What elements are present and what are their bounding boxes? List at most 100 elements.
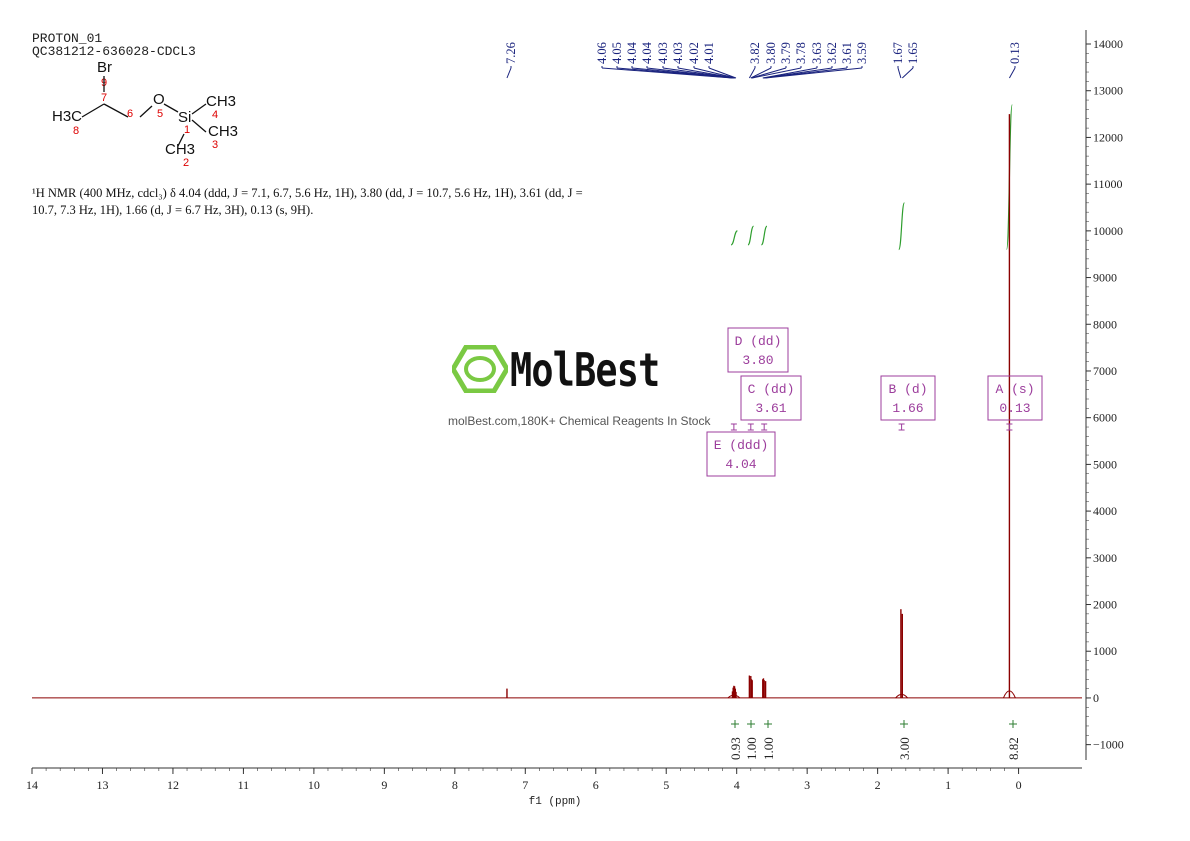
y-tick-label: 12000 <box>1093 130 1123 144</box>
atom-label: 6 <box>127 108 133 120</box>
integral-value: 3.00 <box>897 737 912 760</box>
integral-value: 8.82 <box>1006 737 1021 760</box>
y-tick-label: 7000 <box>1093 364 1117 378</box>
x-tick-label: 6 <box>593 778 599 792</box>
bond <box>163 103 179 113</box>
multiplet-boxes: D (dd) 3.80 C (dd) 3.61 E (ddd) 4.04 B (d) 1.66… <box>706 327 1043 477</box>
x-axis-label: f1 (ppm) <box>529 796 582 808</box>
multiplet-type: C (dd) <box>748 382 795 397</box>
y-tick-label: 4000 <box>1093 504 1117 518</box>
y-tick-label: 2000 <box>1093 598 1117 612</box>
peak-leader <box>752 67 802 79</box>
peak-labels: 7.26 4.06 4.05 4.04 4.04 4.03 4.03 4.02 4.01 3.82… <box>504 41 1022 79</box>
peak-leader <box>677 67 735 79</box>
peak-label: 4.04 <box>640 41 654 64</box>
axes: 14 13 12 11 10 9 8 7 6 5 4 3 2 1 0f1 (ppm)140001300012… <box>26 30 1124 808</box>
multiplet-box <box>740 375 802 421</box>
hexagon-logo-icon <box>452 345 508 393</box>
y-tick-label: 13000 <box>1093 84 1123 98</box>
atom-label: CH3 <box>208 123 238 140</box>
x-tick-label: 2 <box>875 778 881 792</box>
molecule-structure: Br97H3C86O5Si1CH34CH33CH32 <box>52 59 238 169</box>
peak-leader <box>506 67 512 79</box>
x-tick-label: 8 <box>452 778 458 792</box>
integral-value: 1.00 <box>744 737 759 760</box>
x-tick-label: 11 <box>238 778 250 792</box>
bond <box>191 103 207 115</box>
multiplet-shift: 3.61 <box>755 401 786 416</box>
peak-leader <box>1008 67 1016 79</box>
y-tick-label: −1000 <box>1093 738 1124 752</box>
multiplet-box <box>727 327 789 373</box>
atom-label: 1 <box>184 124 190 136</box>
peak-label: 3.59 <box>855 42 869 64</box>
peak-label: 4.01 <box>702 42 716 64</box>
x-tick-label: 7 <box>522 778 528 792</box>
peak-label: 3.78 <box>794 42 808 64</box>
multiplet-type: A (s) <box>995 382 1034 397</box>
multiplet-shift: 3.80 <box>742 353 773 368</box>
bond <box>139 105 153 118</box>
y-tick-label: 1000 <box>1093 644 1117 658</box>
peak-leader <box>765 67 863 79</box>
peak-leader <box>897 67 902 79</box>
peak-label: 3.63 <box>810 42 824 64</box>
y-tick-label: 10000 <box>1093 224 1123 238</box>
atom-label: 5 <box>157 108 163 120</box>
integral-curve <box>747 225 755 246</box>
multiplet-box <box>987 375 1043 421</box>
x-tick-label: 0 <box>1016 778 1022 792</box>
multiplet-type: B (d) <box>888 382 927 397</box>
peak-label: 7.26 <box>504 42 518 64</box>
spectrum-bump <box>895 693 908 699</box>
peak-label: 3.82 <box>748 42 762 64</box>
brand-tagline: molBest.com,180K+ Chemical Reagents In S… <box>448 414 711 428</box>
multiplet-type: E (ddd) <box>714 438 769 453</box>
multiplet-shift: 1.66 <box>892 401 923 416</box>
integral-curve <box>760 225 768 246</box>
peak-leader <box>751 67 787 79</box>
integral-curves <box>730 104 1013 251</box>
peak-leader <box>748 67 756 79</box>
bond <box>103 103 129 118</box>
multiplet-box <box>706 431 776 477</box>
x-tick-label: 13 <box>96 778 108 792</box>
spectrum-bump <box>727 694 741 699</box>
y-tick-label: 6000 <box>1093 411 1117 425</box>
multiplet-box <box>880 375 936 421</box>
peak-leader <box>750 67 772 79</box>
peak-label: 3.79 <box>779 42 793 64</box>
atom-label: CH3 <box>206 93 236 110</box>
x-tick-label: 3 <box>804 778 810 792</box>
y-tick-label: 9000 <box>1093 271 1117 285</box>
atom-label: 2 <box>183 157 189 169</box>
integral-curve <box>730 230 738 246</box>
peak-leader <box>901 67 914 79</box>
peak-label: 1.65 <box>906 42 920 64</box>
bond <box>191 119 207 133</box>
atom-label: CH3 <box>165 141 195 158</box>
multiplet-type: D (dd) <box>735 334 782 349</box>
peak-label: 4.03 <box>671 42 685 64</box>
atom-label: Si <box>178 109 191 126</box>
atom-label: H3C <box>52 108 82 125</box>
spectrum-bump <box>1002 690 1016 699</box>
peak-label: 4.06 <box>595 42 609 64</box>
atom-label: 7 <box>101 92 107 104</box>
x-tick-label: 12 <box>167 778 179 792</box>
x-tick-label: 10 <box>308 778 320 792</box>
spectrum-trace <box>32 114 1082 699</box>
y-tick-label: 14000 <box>1093 37 1123 51</box>
peak-label: 0.13 <box>1008 42 1022 64</box>
x-tick-label: 1 <box>945 778 951 792</box>
x-tick-label: 4 <box>734 778 740 792</box>
x-tick-label: 14 <box>26 778 38 792</box>
experiment-name: PROTON_01 <box>32 31 103 46</box>
bond <box>81 103 105 118</box>
x-tick-label: 9 <box>381 778 387 792</box>
peak-label: 4.04 <box>625 41 639 64</box>
peak-label: 1.67 <box>891 42 905 64</box>
brand-logo-text: MolBest <box>510 343 660 397</box>
peak-label: 3.62 <box>825 42 839 64</box>
